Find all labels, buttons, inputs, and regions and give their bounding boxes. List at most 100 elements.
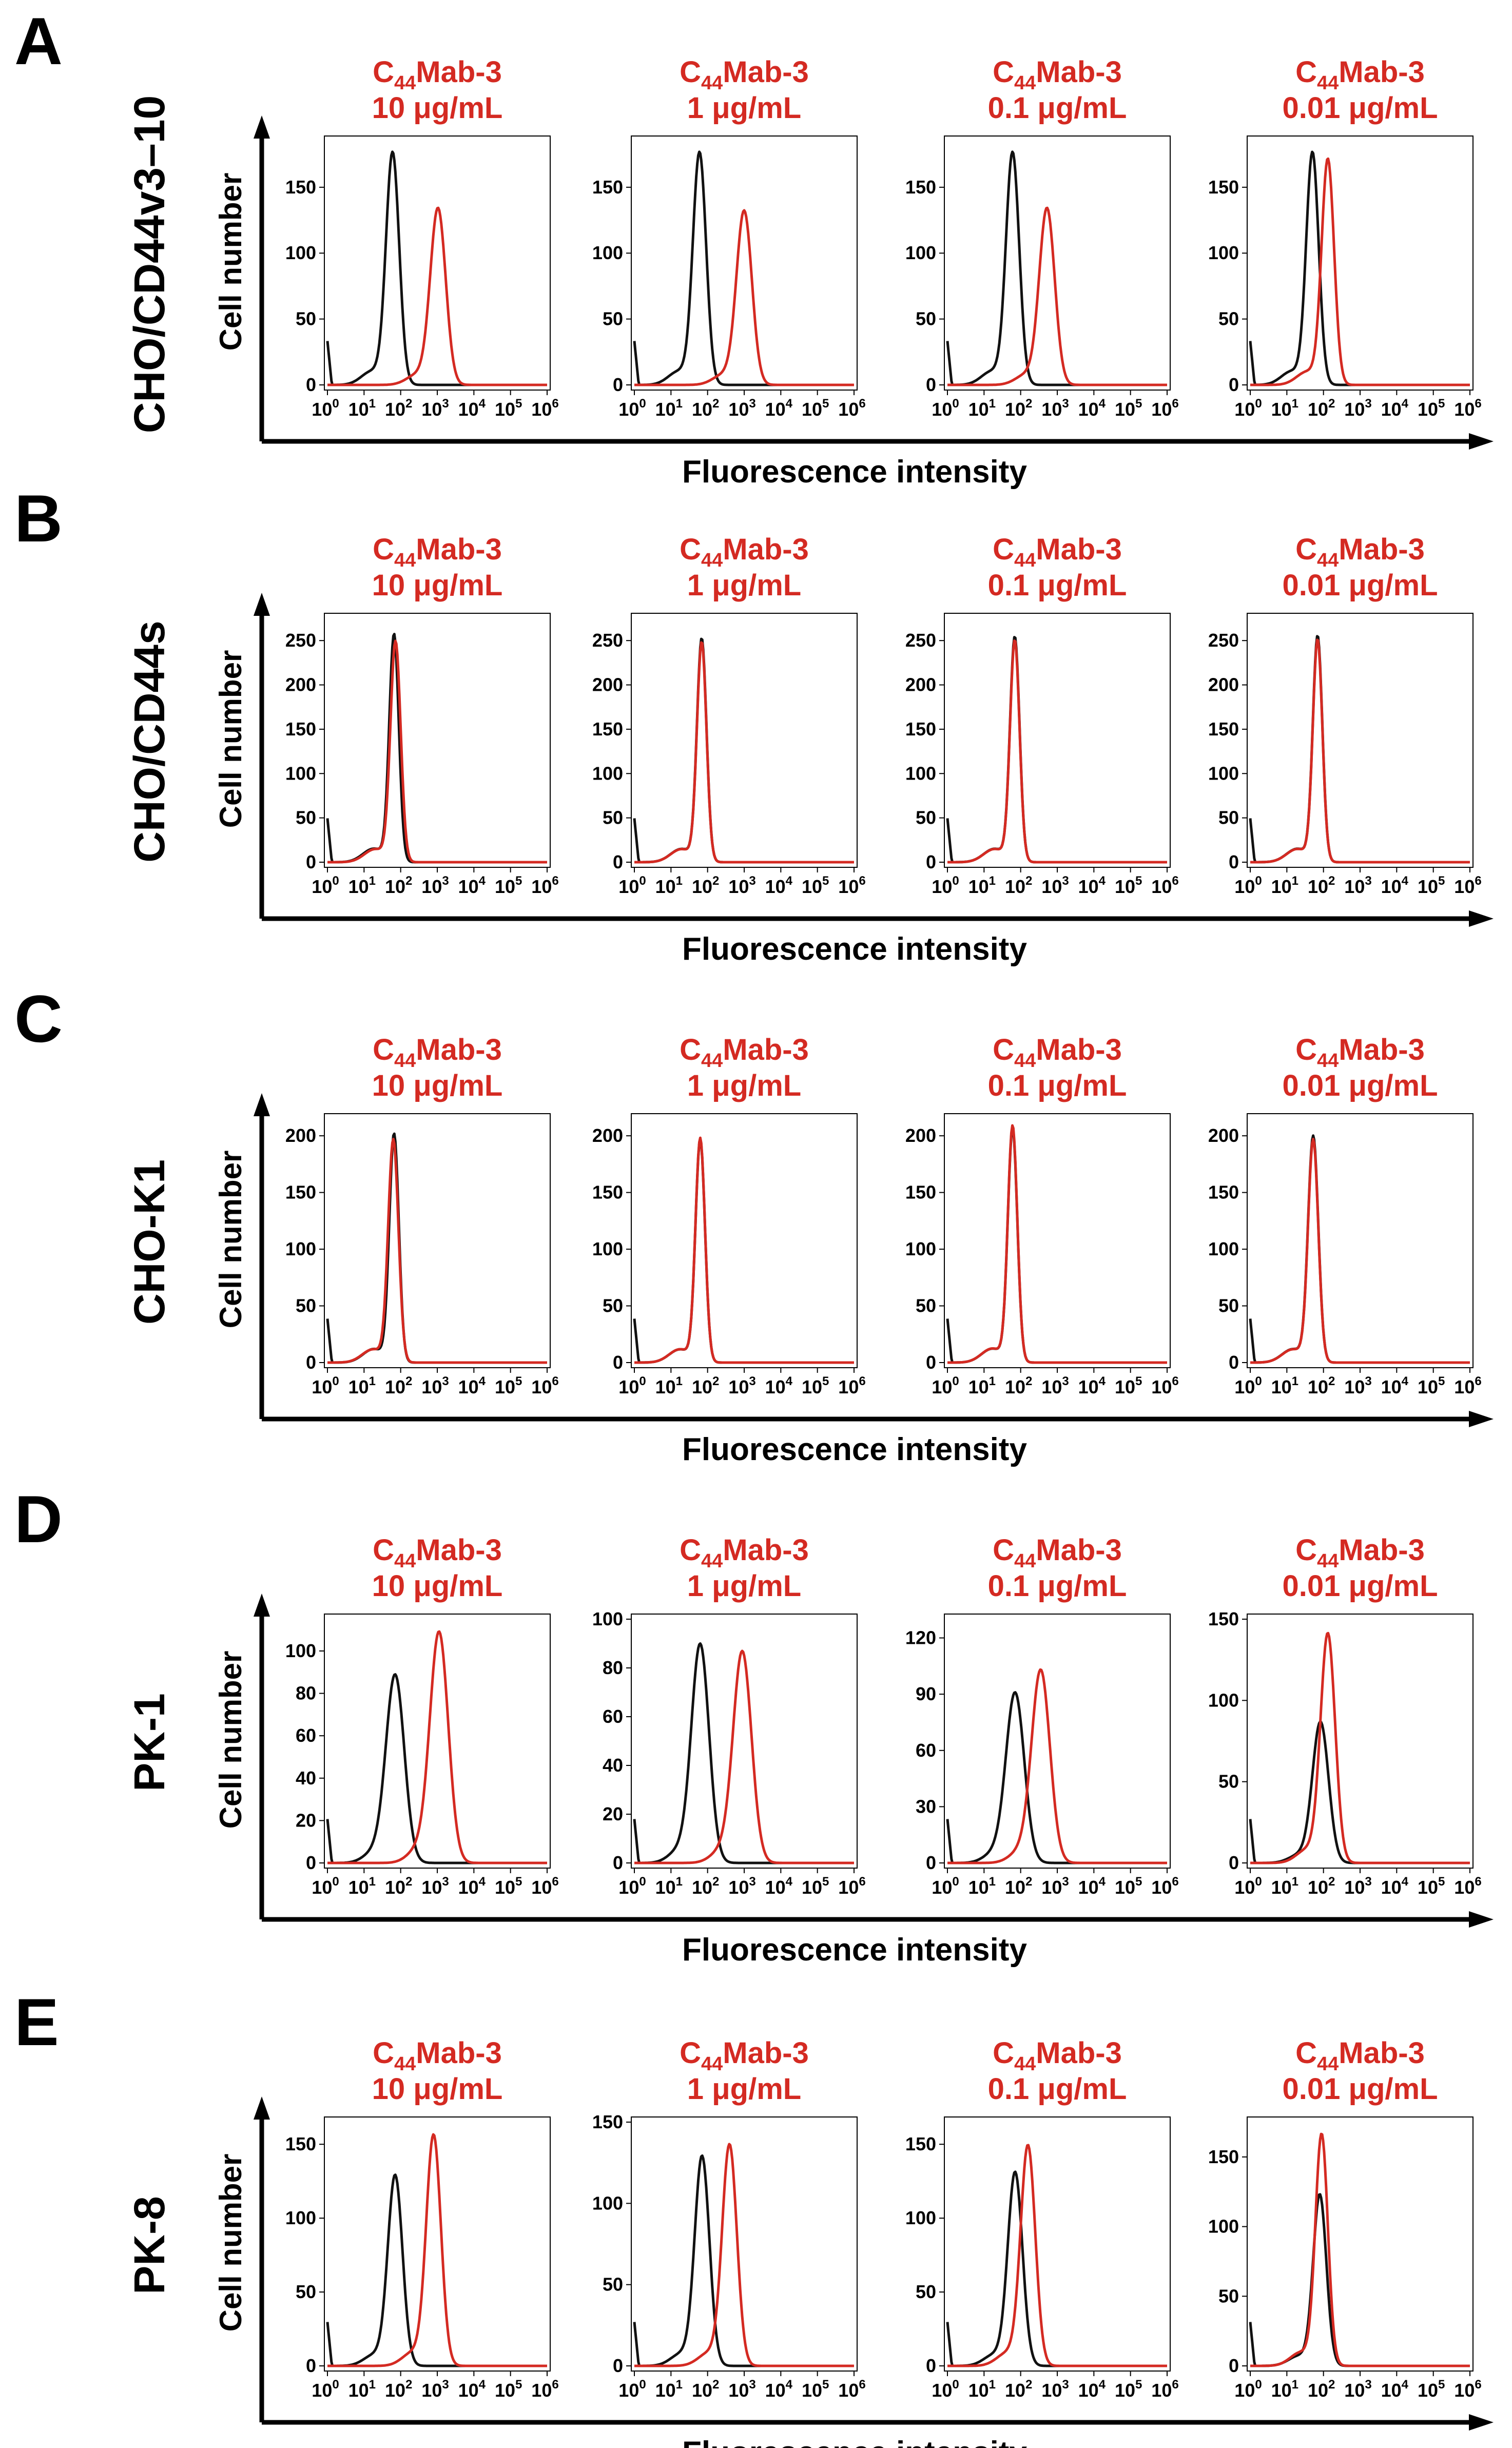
plot-frame xyxy=(1247,135,1474,391)
cell-line-label: PK-1 xyxy=(125,1693,173,1791)
x-tick-label: 105 xyxy=(1115,1875,1142,1898)
x-tick-label: 102 xyxy=(1308,1374,1335,1397)
x-tick-label: 103 xyxy=(421,2378,449,2401)
y-tick-label: 150 xyxy=(905,2133,936,2154)
antibody-histogram xyxy=(634,641,855,864)
x-tick-label: 106 xyxy=(1151,1875,1178,1898)
y-tick-label: 0 xyxy=(1229,1352,1239,1373)
x-tick-label: 100 xyxy=(932,2378,959,2401)
title-prefix: C xyxy=(993,533,1014,566)
x-tick-label: 105 xyxy=(1418,397,1445,420)
plot-frame xyxy=(631,613,858,868)
title-suffix: Mab-3 xyxy=(416,55,502,89)
plot-frame xyxy=(1247,1113,1474,1368)
title-prefix: C xyxy=(373,1033,394,1066)
subplot-title-concentration: 1 μg/mL xyxy=(687,569,801,602)
subplot-A-4: C44Mab-30.01 μg/mL 0 50 100 150 100 101 102 103 1… xyxy=(1208,55,1482,420)
antibody-histogram xyxy=(1250,1631,1470,1864)
control-histogram xyxy=(633,150,855,386)
y-axis-arrowhead xyxy=(254,1594,270,1617)
title-prefix: C xyxy=(680,2036,701,2070)
antibody-histogram xyxy=(947,1124,1168,1364)
x-tick-label: 105 xyxy=(1115,874,1142,897)
x-tick-label: 103 xyxy=(421,397,449,420)
y-tick-label: 100 xyxy=(285,1238,316,1259)
x-tick-label: 106 xyxy=(531,1374,558,1397)
x-tick-label: 106 xyxy=(838,1875,865,1898)
x-axis-label: Fluorescence intensity xyxy=(682,454,1027,490)
x-tick-label: 105 xyxy=(802,1374,829,1397)
y-tick-label: 50 xyxy=(296,2281,316,2302)
y-tick-label: 100 xyxy=(1208,2216,1239,2237)
antibody-histogram xyxy=(327,1630,548,1864)
y-tick-label: 0 xyxy=(1229,2355,1239,2376)
x-tick-label: 100 xyxy=(312,397,339,420)
y-tick-label: 0 xyxy=(306,1352,316,1373)
subplot-E-2: C44Mab-31 μg/mL 0 50 100 150 100 101 102 103 104 1… xyxy=(592,2036,866,2401)
y-axis-label: Cell number xyxy=(214,1651,248,1829)
antibody-histogram xyxy=(634,1136,855,1364)
x-axis-label: Fluorescence intensity xyxy=(682,931,1027,967)
title-prefix: C xyxy=(373,1533,394,1567)
subplot-title-concentration: 1 μg/mL xyxy=(687,1569,801,1603)
subplot-title-antibody: C44Mab-3 xyxy=(1295,1033,1425,1072)
panel-letter: D xyxy=(14,1482,63,1557)
subplot-B-4: C44Mab-30.01 μg/mL 0 50 100 150 200 250 100 101 1… xyxy=(1208,533,1482,897)
x-axis-label: Fluorescence intensity xyxy=(682,2435,1027,2448)
subplot-D-3: C44Mab-30.1 μg/mL 0 30 60 90 120 100 101 102 103 1… xyxy=(905,1533,1179,1898)
panel-B: B CHO/CD44s Cell number Fluorescence intens… xyxy=(14,481,1494,967)
panel-letter: A xyxy=(14,4,63,79)
y-tick-label: 0 xyxy=(926,1852,936,1873)
title-subscript: 44 xyxy=(701,2053,723,2075)
y-tick-label: 150 xyxy=(285,177,316,198)
x-tick-label: 106 xyxy=(838,874,865,897)
x-tick-label: 102 xyxy=(385,1374,412,1397)
x-tick-label: 103 xyxy=(1344,2378,1371,2401)
subplot-title-concentration: 10 μg/mL xyxy=(372,569,503,602)
cell-line-label: CHO/CD44s xyxy=(125,620,173,862)
y-axis-arrowhead xyxy=(254,115,270,139)
subplot-title-antibody: C44Mab-3 xyxy=(993,1533,1122,1572)
plot-frame xyxy=(944,2116,1171,2372)
control-histogram xyxy=(326,150,548,386)
subplot-title-concentration: 10 μg/mL xyxy=(372,1569,503,1603)
y-tick-label: 250 xyxy=(1208,630,1239,651)
y-tick-label: 100 xyxy=(1208,242,1239,263)
x-tick-label: 104 xyxy=(1381,397,1409,420)
title-suffix: Mab-3 xyxy=(416,1533,502,1567)
title-subscript: 44 xyxy=(701,1550,723,1572)
x-tick-label: 105 xyxy=(802,1875,829,1898)
subplot-B-3: C44Mab-30.1 μg/mL 0 50 100 150 200 250 100 101 10… xyxy=(905,533,1179,897)
y-tick-label: 50 xyxy=(603,2274,623,2295)
x-tick-label: 105 xyxy=(1418,1374,1445,1397)
subplot-title-antibody: C44Mab-3 xyxy=(993,533,1122,571)
y-tick-label: 50 xyxy=(1218,1295,1239,1316)
plot-frame xyxy=(631,135,858,391)
title-prefix: C xyxy=(373,2036,394,2070)
x-tick-label: 104 xyxy=(765,1875,793,1898)
y-tick-label: 0 xyxy=(306,2355,316,2376)
x-tick-label: 101 xyxy=(348,874,376,897)
x-tick-label: 101 xyxy=(968,874,996,897)
subplot-title-concentration: 0.01 μg/mL xyxy=(1282,1069,1438,1102)
x-tick-label: 104 xyxy=(1381,874,1409,897)
subplot-C-4: C44Mab-30.01 μg/mL 0 50 100 150 200 100 101 102 1… xyxy=(1208,1033,1482,1397)
y-tick-label: 60 xyxy=(296,1725,316,1746)
cell-line-label: CHO-K1 xyxy=(125,1159,173,1325)
title-suffix: Mab-3 xyxy=(1339,55,1425,89)
x-tick-label: 104 xyxy=(458,874,486,897)
x-tick-label: 106 xyxy=(1454,874,1481,897)
control-histogram xyxy=(1249,1134,1470,1364)
x-tick-label: 102 xyxy=(1005,2378,1032,2401)
x-tick-label: 102 xyxy=(692,874,719,897)
x-tick-label: 101 xyxy=(348,1875,376,1898)
title-suffix: Mab-3 xyxy=(1339,2036,1425,2070)
plot-frame xyxy=(1247,2116,1474,2372)
x-tick-label: 105 xyxy=(1418,874,1445,897)
title-subscript: 44 xyxy=(1317,1050,1339,1072)
y-tick-label: 50 xyxy=(916,1295,936,1316)
subplot-title-antibody: C44Mab-3 xyxy=(993,1033,1122,1072)
x-tick-label: 106 xyxy=(1454,1374,1481,1397)
x-tick-label: 102 xyxy=(385,397,412,420)
